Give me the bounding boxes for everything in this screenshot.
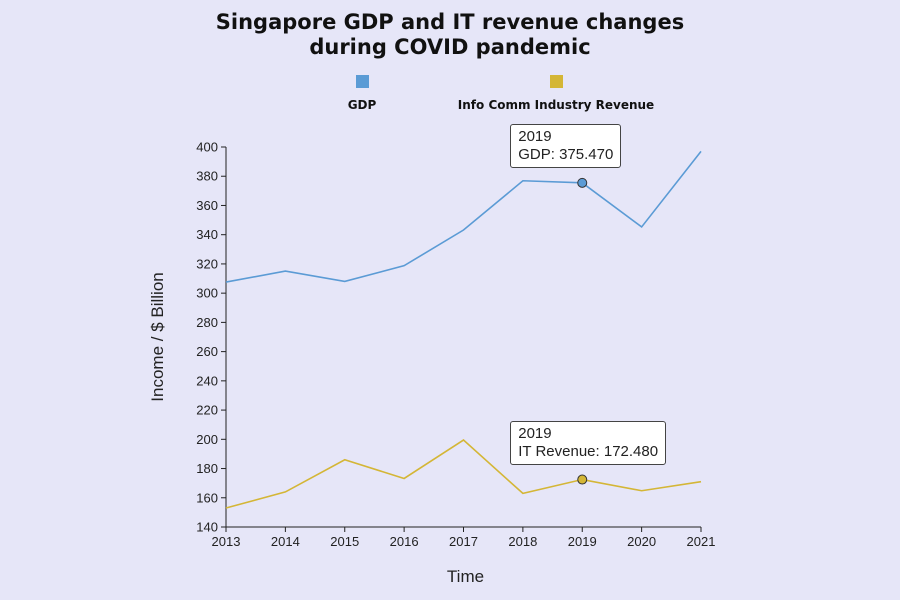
y-tick-label-300: 300 [196,286,218,301]
legend-label-it-revenue: Info Comm Industry Revenue [457,98,655,112]
legend-item-gdp[interactable]: GDP [300,75,424,114]
y-tick-label-260: 260 [196,344,218,359]
x-tick-label-2015: 2015 [330,534,359,549]
tooltip-it-revenue-year: 2019 [518,424,552,442]
x-tick-label-2018: 2018 [508,534,537,549]
y-tick-label-400: 400 [196,140,218,155]
x-axis-title: Time [447,567,484,586]
series-line-gdp [225,150,702,283]
y-tick-label-220: 220 [196,403,218,418]
y-tick-label-280: 280 [196,315,218,330]
tooltip-gdp-year: 2019 [518,127,552,145]
tooltip-it-revenue: 2019 IT Revenue: 172.480 [510,420,667,465]
hover-point-it-revenue [577,474,588,485]
x-tick-label-2014: 2014 [271,534,300,549]
y-tick-label-380: 380 [196,169,218,184]
y-tick-label-360: 360 [196,198,218,213]
legend-swatch-gdp [355,75,369,88]
x-tick-label-2017: 2017 [449,534,478,549]
y-tick-label-320: 320 [196,256,218,271]
y-tick-label-160: 160 [196,490,218,505]
chart-title-line-2: during COVID pandemic [309,35,591,59]
chart-title: Singapore GDP and IT revenue changes dur… [0,10,900,60]
hover-point-gdp [577,177,588,188]
tooltip-it-revenue-value: IT Revenue: 172.480 [518,442,659,460]
y-tick-label-340: 340 [196,227,218,242]
series-line-it-revenue [225,439,702,509]
tooltip-gdp-value: GDP: 375.470 [518,145,614,163]
x-tick-label-2019: 2019 [568,534,597,549]
legend-label-gdp: GDP [347,98,377,112]
chart-title-line-1: Singapore GDP and IT revenue changes [215,10,685,34]
legend-swatch-it-revenue [549,75,563,88]
tooltip-gdp: 2019 GDP: 375.470 [510,123,622,168]
y-tick-label-200: 200 [196,432,218,447]
x-tick-label-2020: 2020 [627,534,656,549]
y-tick-label-140: 140 [196,520,218,535]
y-tick-label-240: 240 [196,373,218,388]
y-axis-title: Income / $ Billion [148,272,167,401]
y-tick-label-180: 180 [196,461,218,476]
x-tick-label-2013: 2013 [212,534,241,549]
x-tick-label-2016: 2016 [390,534,419,549]
legend-item-it-revenue[interactable]: Info Comm Industry Revenue [441,75,671,114]
x-tick-label-2021: 2021 [687,534,716,549]
